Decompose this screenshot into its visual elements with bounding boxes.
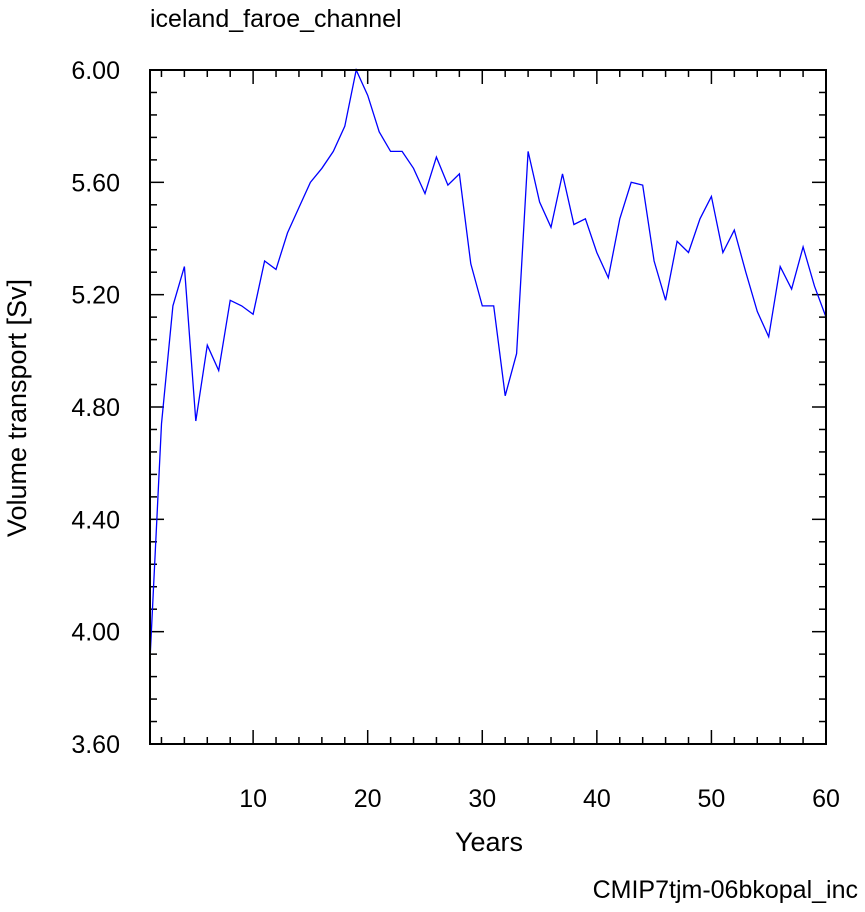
x-axis-label: Years <box>455 827 523 857</box>
x-tick-label: 30 <box>468 785 496 813</box>
x-tick-label: 40 <box>583 785 611 813</box>
plot-frame <box>149 69 827 745</box>
x-tick-label: 50 <box>698 785 726 813</box>
x-tick-label: 60 <box>812 785 840 813</box>
y-tick-label: 5.60 <box>71 169 120 197</box>
chart-title: iceland_faroe_channel <box>150 5 402 33</box>
y-axis-label: Volume transport [Sv] <box>2 279 32 537</box>
y-tick-label: 4.40 <box>71 506 120 534</box>
x-tick-labels: 10 20 30 40 50 60 <box>239 785 840 813</box>
axis-ticks <box>150 69 827 745</box>
y-tick-labels: 3.60 4.00 4.40 4.80 5.20 5.60 6.00 <box>71 57 120 759</box>
run-annotation: CMIP7tjm-06bkopal_inc <box>593 876 858 904</box>
x-tick-label: 10 <box>239 785 267 813</box>
y-tick-label: 6.00 <box>71 57 120 85</box>
y-tick-label: 4.00 <box>71 619 120 647</box>
series-line <box>149 67 827 660</box>
y-tick-label: 3.60 <box>71 731 120 759</box>
y-tick-label: 5.20 <box>71 282 120 310</box>
x-tick-label: 20 <box>354 785 382 813</box>
y-tick-label: 4.80 <box>71 394 120 422</box>
